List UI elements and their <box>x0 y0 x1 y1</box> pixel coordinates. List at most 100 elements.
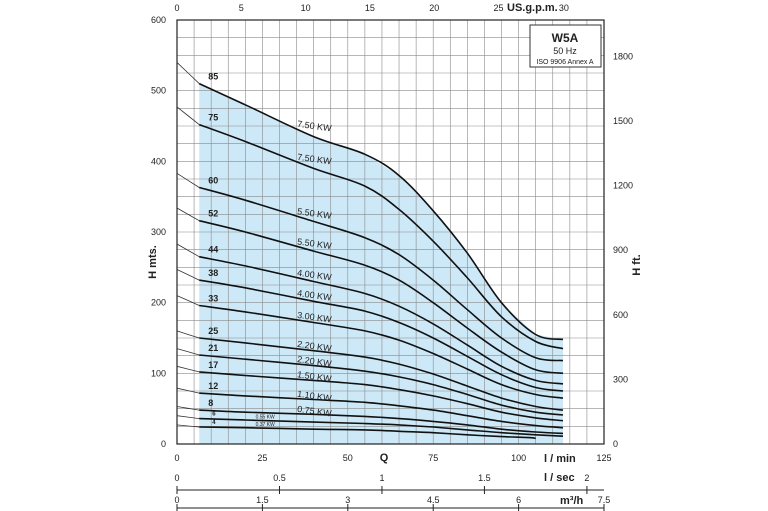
pump-curve-33-shutoff-segment <box>176 295 200 306</box>
x-lmin-tick-label: 25 <box>257 453 267 463</box>
pump-curve-25 <box>199 337 564 411</box>
x-lsec-tick-label: 0.5 <box>273 473 286 483</box>
y-left-axis-title: H mts. <box>147 245 159 279</box>
pump-curve-6 <box>199 417 564 437</box>
curves <box>176 62 564 440</box>
y-left-tick-label: 300 <box>151 227 166 237</box>
model-frequency: 50 Hz <box>553 46 577 56</box>
stage-label-60: 60 <box>208 175 218 185</box>
stage-label-8: 8 <box>208 398 213 408</box>
x-m3h-tick-label: 1.5 <box>256 495 269 505</box>
y-left-tick-label: 0 <box>161 439 166 449</box>
stage-label-6: 6 <box>212 412 216 418</box>
pump-curve-85-shutoff-segment <box>176 62 200 84</box>
pump-curve-60 <box>198 186 564 362</box>
power-label-33: 3.00 KW <box>297 310 333 325</box>
x-lmin-tick-label: 125 <box>596 453 611 463</box>
pump-curve-38-shutoff-segment <box>176 269 200 281</box>
power-label-12: 1.10 KW <box>297 389 333 404</box>
pump-curve-44-shutoff-segment <box>176 243 200 258</box>
power-label-38: 4.00 KW <box>297 288 333 303</box>
model-standard: ISO 9906 Annex A <box>536 59 594 66</box>
pump-curve-6-shutoff-segment <box>176 415 200 419</box>
x-top-tick-label: 20 <box>429 3 439 13</box>
pump-curve-25-shutoff-segment <box>176 330 200 339</box>
pump-curve-4-shutoff-segment <box>176 424 200 428</box>
pump-curve-21 <box>199 354 564 416</box>
pump-curve-21-shutoff-segment <box>176 348 200 356</box>
x-lsec-tick-label: 0 <box>174 473 179 483</box>
power-label-6: 0.55 KW <box>256 414 275 420</box>
x-top-axis-title: US.g.p.m. <box>507 2 558 14</box>
pump-curve-44 <box>199 255 564 385</box>
x-m3h-tick-label: 4.5 <box>427 495 440 505</box>
stage-label-38: 38 <box>208 268 218 278</box>
model-title: W5A <box>552 31 579 45</box>
pump-curve-12-shutoff-segment <box>176 387 200 394</box>
curve-labels: 85 7.50 KW 75 7.50 KW 60 5.50 KW 52 5.50 KW 44 4.… <box>208 72 332 428</box>
x-top-tick-label: 0 <box>174 3 179 13</box>
power-label-8: 0.75 KW <box>297 404 333 419</box>
power-label-17: 1.50 KW <box>297 369 333 384</box>
stage-label-17: 17 <box>208 360 218 370</box>
y-right-tick-label: 1200 <box>613 181 633 191</box>
pump-curve-75-shutoff-segment <box>176 106 200 125</box>
power-label-21: 2.20 KW <box>297 354 333 369</box>
x-m3h-tick-label: 7.5 <box>598 495 611 505</box>
pump-curve-12 <box>199 392 564 429</box>
pump-curve-33 <box>199 304 564 399</box>
stage-label-25: 25 <box>208 326 218 336</box>
y-left-tick-label: 400 <box>151 156 166 166</box>
y-left-tick-label: 500 <box>151 86 166 96</box>
x-lsec-tick-label: 1 <box>379 473 384 483</box>
pump-curve-38 <box>199 279 564 392</box>
x-top-tick-label: 30 <box>559 3 569 13</box>
x-lmin-tick-label: 0 <box>174 453 179 463</box>
y-right-tick-label: 300 <box>613 374 628 384</box>
power-label-85: 7.50 KW <box>297 119 333 134</box>
pump-curve-4 <box>199 426 536 440</box>
power-label-52: 5.50 KW <box>297 236 333 251</box>
y-left-tick-label: 200 <box>151 298 166 308</box>
pump-curve-17 <box>199 371 564 422</box>
q-axis-title: Q <box>380 452 389 464</box>
y-right-tick-label: 0 <box>613 439 618 449</box>
x-lsec-tick-label: 1.5 <box>478 473 491 483</box>
x-top-tick-label: 25 <box>494 3 504 13</box>
power-label-60: 5.50 KW <box>297 206 333 221</box>
power-label-75: 7.50 KW <box>297 152 333 167</box>
x-lmin-tick-label: 50 <box>343 453 353 463</box>
pump-curve-8-shutoff-segment <box>176 406 200 411</box>
stage-label-12: 12 <box>208 381 218 391</box>
x-top-tick-label: 10 <box>301 3 311 13</box>
model-box-frame <box>529 24 602 68</box>
tick-labels: 0100200300400500600030060090012001500180… <box>151 3 633 511</box>
y-right-tick-label: 1800 <box>613 51 633 61</box>
y-right-tick-label: 600 <box>613 310 628 320</box>
y-right-tick-label: 900 <box>613 245 628 255</box>
x-lmin-tick-label: 100 <box>511 453 526 463</box>
stage-label-33: 33 <box>208 293 218 303</box>
y-left-tick-label: 100 <box>151 368 166 378</box>
x-m3h-tick-label: 6 <box>516 495 521 505</box>
power-label-44: 4.00 KW <box>297 268 333 283</box>
pump-curve-17-shutoff-segment <box>176 365 200 373</box>
x-m3h-axis-title: m³/h <box>560 495 584 507</box>
plot-frame <box>176 19 605 445</box>
x-m3h-tick-label: 3 <box>345 495 350 505</box>
model-info-box: W5A 50 Hz ISO 9906 Annex A <box>529 24 602 68</box>
stage-label-21: 21 <box>208 343 218 353</box>
power-label-4: 0.37 KW <box>256 422 275 428</box>
x-m3h-tick-label: 0 <box>174 495 179 505</box>
x-lsec-axis-title: l / sec <box>544 472 575 484</box>
x-lmin-tick-label: 75 <box>428 453 438 463</box>
power-label-25: 2.20 KW <box>297 339 333 354</box>
pump-curve-75 <box>198 123 564 350</box>
y-right-tick-label: 1500 <box>613 116 633 126</box>
stage-label-4: 4 <box>212 420 216 426</box>
x-lsec-tick-label: 2 <box>584 473 589 483</box>
x-lmin-axis-title: l / min <box>544 453 576 465</box>
pump-curve-60-shutoff-segment <box>176 172 200 188</box>
stage-label-75: 75 <box>208 113 218 123</box>
